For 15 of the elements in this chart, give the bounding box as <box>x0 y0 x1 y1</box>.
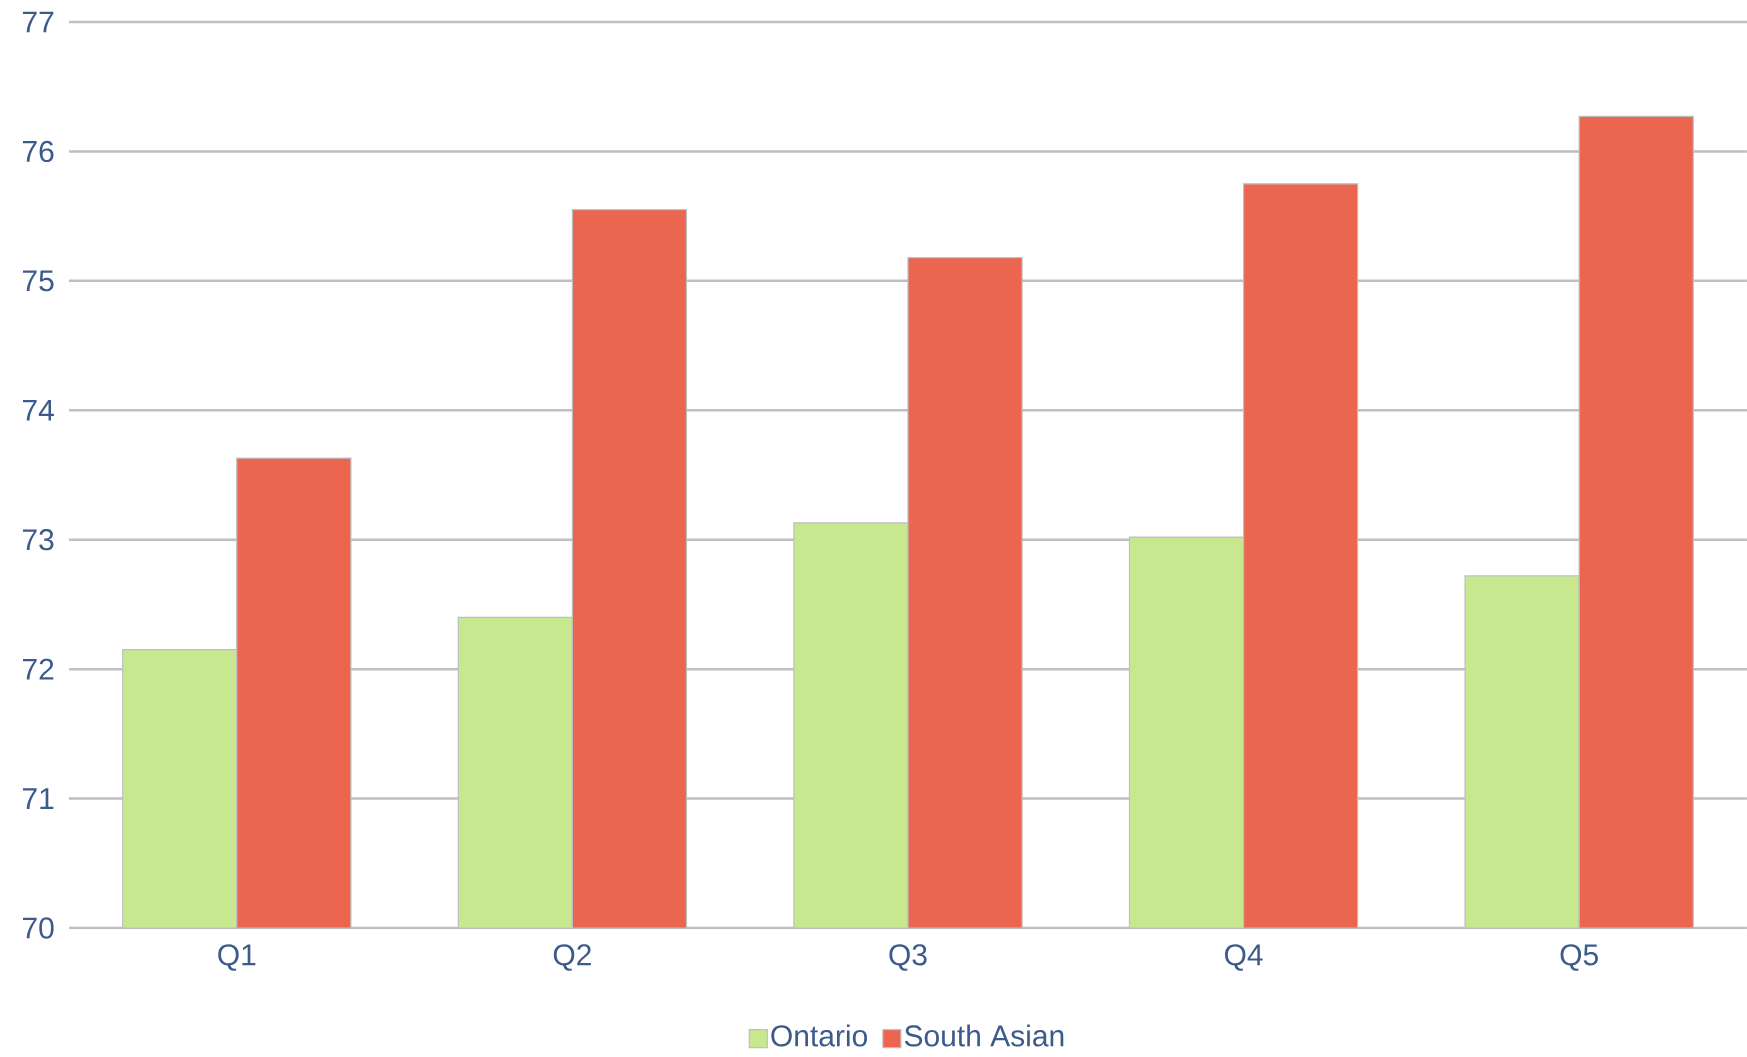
x-tick-label: Q2 <box>553 944 591 971</box>
y-tick-label: 73 <box>22 529 54 551</box>
x-tick-label: Q3 <box>889 944 927 971</box>
y-tick-label: 74 <box>22 399 54 421</box>
x-tick-label: Q1 <box>218 944 256 971</box>
legend-label: Ontario <box>771 1024 868 1047</box>
y-tick-label: 71 <box>22 788 54 809</box>
legend-label: South Asian <box>904 1024 1064 1047</box>
y-tick-label: 75 <box>22 270 54 292</box>
x-tick-label: Q4 <box>1224 944 1263 971</box>
y-tick-label: 70 <box>22 917 54 939</box>
y-tick-label: 77 <box>22 11 54 33</box>
x-tick-label: Q5 <box>1560 944 1598 971</box>
y-tick-label: 72 <box>22 658 54 680</box>
y-tick-label: 76 <box>22 140 54 163</box>
